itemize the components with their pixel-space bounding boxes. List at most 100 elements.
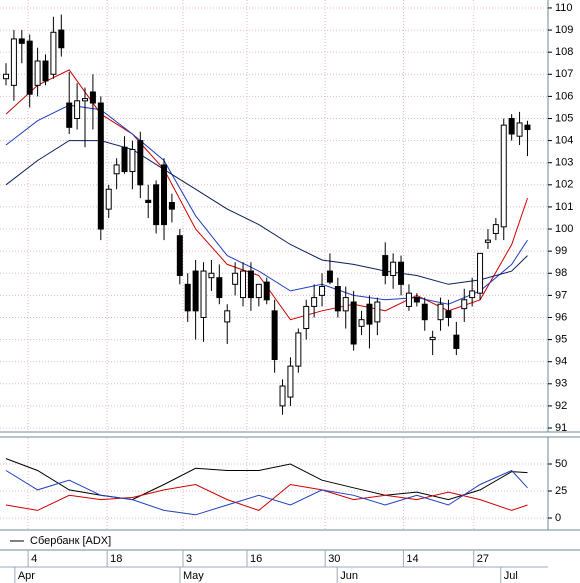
y-tick-label: 95 — [555, 333, 567, 345]
candle-body — [390, 261, 397, 276]
adx-line — [5, 458, 528, 501]
y-tick-label: 102 — [555, 179, 573, 191]
candle-body — [303, 305, 310, 330]
candle-body — [524, 124, 531, 131]
y-tick-label: 106 — [555, 90, 573, 102]
candle-body — [358, 319, 365, 327]
candle-body — [326, 270, 333, 283]
candle-body — [342, 297, 349, 312]
candle-body — [82, 98, 89, 102]
x-tick-label: 14 — [406, 553, 418, 565]
y-tick-label: 110 — [555, 2, 573, 14]
candle-body — [255, 283, 262, 299]
candle-body — [34, 60, 41, 86]
x-tick-label: 4 — [31, 553, 37, 565]
candle-body — [3, 73, 10, 80]
candle-body — [461, 299, 468, 310]
x-tick-label: 16 — [250, 553, 262, 565]
candle-body — [105, 188, 112, 210]
candle-body — [10, 38, 17, 86]
candle-body — [453, 334, 460, 349]
candle-body — [405, 292, 412, 307]
candle-body — [145, 199, 152, 204]
candle-body — [97, 102, 104, 230]
y-tick-label: 109 — [555, 24, 573, 36]
y-tick-label: 108 — [555, 46, 573, 58]
candle-body — [232, 272, 239, 285]
y-tick-label: 0 — [555, 512, 561, 524]
moving-average — [5, 140, 528, 285]
moving-average — [5, 69, 528, 321]
y-tick-label: 93 — [555, 378, 567, 390]
candle-body — [492, 224, 499, 234]
candle-body — [153, 184, 160, 226]
candle-body — [469, 290, 476, 299]
candle-body — [382, 255, 389, 276]
y-tick-label: 97 — [555, 289, 567, 301]
y-tick-label: 25 — [555, 485, 567, 497]
candle-body — [161, 164, 168, 226]
candle-body — [137, 140, 144, 186]
candle-body — [413, 297, 420, 303]
y-tick-label: 50 — [555, 458, 567, 470]
candle-body — [66, 102, 73, 128]
y-tick-label: 92 — [555, 400, 567, 412]
candle-body — [113, 164, 120, 175]
candle-body — [18, 38, 25, 44]
candle-body — [129, 148, 136, 173]
candle-body — [374, 301, 381, 323]
candle-body — [247, 270, 254, 299]
y-tick-label: 91 — [555, 422, 567, 434]
candle-body — [477, 252, 484, 294]
candle-body — [484, 239, 491, 243]
candle-body — [429, 336, 436, 341]
legend-label: Сбербанк [ADX] — [30, 535, 111, 547]
candle-body — [516, 122, 523, 137]
candle-body — [121, 146, 128, 173]
month-label: Jul — [504, 570, 518, 582]
candle-body — [421, 303, 428, 321]
candle-body — [74, 100, 81, 120]
candle-body — [366, 303, 373, 325]
candle-body — [168, 202, 175, 210]
candle-body — [350, 301, 357, 345]
month-label: Jun — [340, 570, 358, 582]
candle-body — [176, 235, 183, 276]
y-tick-label: 94 — [555, 356, 567, 368]
y-tick-label: 105 — [555, 112, 573, 124]
month-label: Apr — [18, 570, 35, 582]
candle-body — [500, 124, 507, 228]
y-tick-label: 101 — [555, 201, 573, 213]
candle-body — [295, 332, 302, 367]
candle-body — [398, 261, 405, 285]
y-tick-label: 100 — [555, 223, 573, 235]
candle-body — [224, 310, 231, 323]
y-tick-label: 104 — [555, 135, 573, 147]
candle-body — [26, 40, 33, 95]
candle-body — [279, 385, 286, 407]
candle-body — [508, 118, 515, 135]
y-tick-label: 103 — [555, 157, 573, 169]
moving-average — [5, 104, 528, 305]
candle-body — [445, 310, 452, 318]
candle-body — [200, 270, 207, 318]
candle-body — [58, 29, 65, 49]
candle-body — [216, 277, 223, 299]
y-tick-label: 98 — [555, 267, 567, 279]
candle-body — [334, 286, 341, 312]
y-tick-label: 96 — [555, 311, 567, 323]
x-tick-label: 30 — [328, 553, 340, 565]
candle-body — [50, 31, 57, 75]
month-label: May — [183, 570, 204, 582]
candle-body — [311, 297, 318, 307]
candle-body — [287, 365, 294, 398]
candle-body — [208, 272, 215, 279]
candle-body — [437, 303, 444, 321]
x-tick-label: 27 — [477, 553, 489, 565]
candle-body — [240, 270, 247, 299]
candle-body — [271, 310, 278, 360]
candle-body — [319, 286, 326, 296]
y-tick-label: 99 — [555, 245, 567, 257]
